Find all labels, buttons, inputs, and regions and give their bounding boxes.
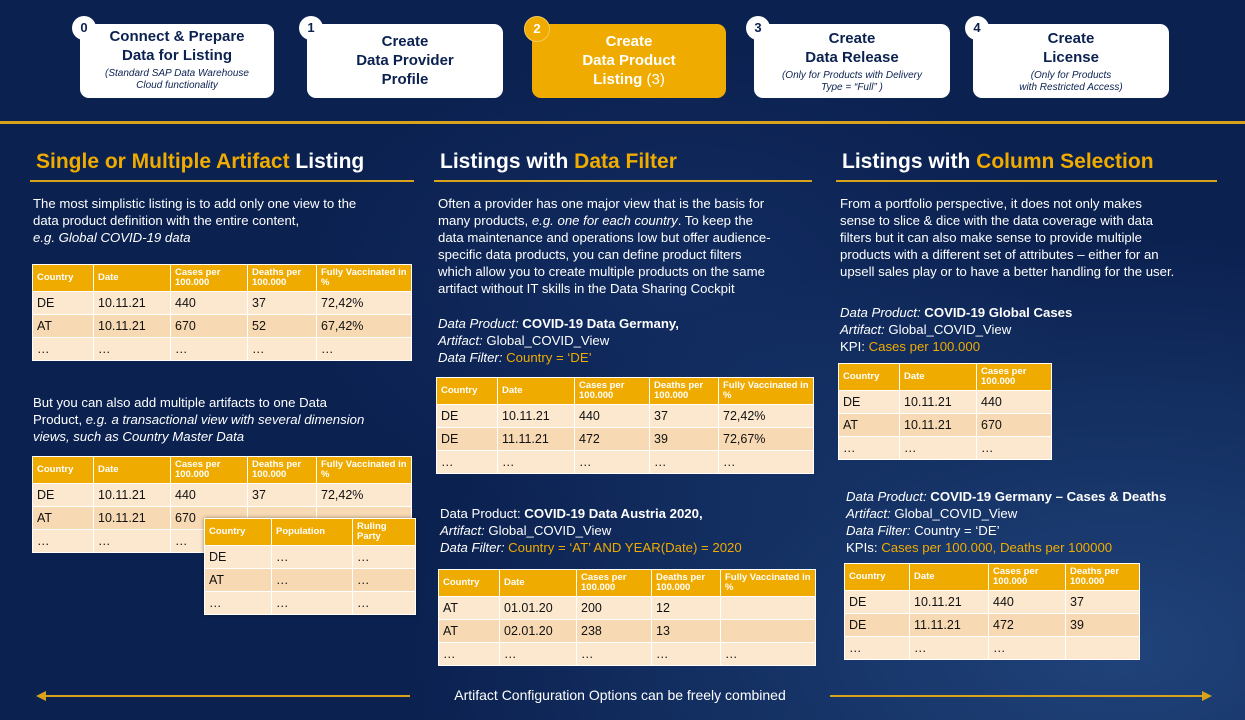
table-row: …………… (436, 450, 814, 474)
col3-title: Listings with Column Selection (842, 150, 1154, 173)
arrow-right-icon (1202, 691, 1212, 701)
col3-underline (836, 180, 1217, 182)
col3-paragraph: From a portfolio perspective, it does no… (840, 196, 1175, 279)
table-row: AT 10.11.21 670 52 67,42% (32, 314, 412, 338)
table-row: DE…… (204, 545, 416, 569)
step-number: 3 (746, 16, 770, 40)
col1-paragraph-1: The most simplistic listing is to add on… (33, 196, 357, 245)
table-row: ……… (838, 436, 1052, 460)
table-row: …………… (32, 337, 412, 361)
footer-line-right (830, 695, 1204, 697)
table-row: …………… (438, 642, 816, 666)
col3-product-1: Data Product: COVID-19 Global Cases Arti… (840, 305, 1073, 354)
col1-table-3: Country Population Ruling Party DE…… AT…… … (204, 518, 416, 615)
col2-paragraph: Often a provider has one major view that… (438, 196, 771, 296)
table-row: ……… (844, 636, 1140, 660)
col2-table-2: Country Date Cases per 100.000 Deaths per 1… (438, 569, 816, 666)
col1-underline (30, 180, 414, 182)
table-row: DE 10.11.21 440 37 72,42% (436, 404, 814, 428)
table-row: AT 02.01.20 238 13 (438, 619, 816, 643)
step-number: 0 (72, 16, 96, 40)
col2-table-1: Country Date Cases per 100.000 Deaths per 1… (436, 377, 814, 474)
step-2[interactable]: 2 Create Data Product Listing (3) (524, 16, 726, 98)
step-title: Create Data Release (805, 30, 899, 66)
table-row: AT 10.11.21 670 (838, 413, 1052, 437)
col3-table-1: Country Date Cases per 100.000 DE 10.11.21 4… (838, 363, 1052, 460)
step-0[interactable]: 0 Connect & Prepare Data for Listing (Sta… (72, 16, 274, 98)
step-subtitle: (Only for Products with Delivery Type = “… (781, 70, 923, 93)
table-row: DE 10.11.21 440 37 72,42% (32, 291, 412, 315)
table-row: DE 11.11.21 472 39 (844, 613, 1140, 637)
footer-text: Artifact Configuration Options can be fr… (454, 687, 786, 703)
step-number: 2 (524, 16, 550, 42)
col2-product-1: Data Product: COVID-19 Data Germany, Art… (438, 316, 679, 365)
step-title: Connect & Prepare Data for Listing (109, 28, 245, 64)
table-row: DE 10.11.21 440 (838, 390, 1052, 414)
table-row: DE 11.11.21 472 39 72,67% (436, 427, 814, 451)
table-row: DE 10.11.21 440 37 72,42% (32, 483, 412, 507)
col3-table-2: Country Date Cases per 100.000 Deaths per 1… (844, 563, 1140, 660)
step-number: 1 (299, 16, 323, 40)
step-3[interactable]: 3 Create Data Release (Only for Products … (746, 16, 950, 98)
col2-product-2: Data Product: COVID-19 Data Austria 2020… (440, 506, 742, 555)
col2-underline (434, 180, 812, 182)
step-subtitle: (Standard SAP Data Warehouse Cloud functi… (105, 68, 249, 91)
divider (0, 121, 1245, 124)
step-subtitle: (Only for Products with Restricted Access… (1019, 70, 1123, 93)
col2-title: Listings with Data Filter (440, 150, 677, 173)
step-title: Create License (1043, 30, 1099, 66)
col1-paragraph-2: But you can also add multiple artifacts … (33, 395, 365, 444)
arrow-left-icon (36, 691, 46, 701)
col1-title: Single or Multiple Artifact Listing (36, 150, 365, 173)
table-row: AT…… (204, 568, 416, 592)
table-row: AT 01.01.20 200 12 (438, 596, 816, 620)
step-1[interactable]: 1 Create Data Provider Profile (299, 16, 503, 98)
table-row: DE 10.11.21 440 37 (844, 590, 1140, 614)
step-4[interactable]: 4 Create License (Only for Products with R… (965, 16, 1169, 98)
table-row: ……… (204, 591, 416, 615)
step-number: 4 (965, 16, 989, 40)
col3-product-2: Data Product: COVID-19 Germany – Cases &… (846, 489, 1167, 555)
step-title: Create Data Product Listing (3) (582, 33, 676, 88)
footer-line-left (44, 695, 410, 697)
col1-table-1: Country Date Cases per 100.000 Deaths per 1… (32, 264, 412, 361)
step-title: Create Data Provider Profile (356, 33, 454, 88)
